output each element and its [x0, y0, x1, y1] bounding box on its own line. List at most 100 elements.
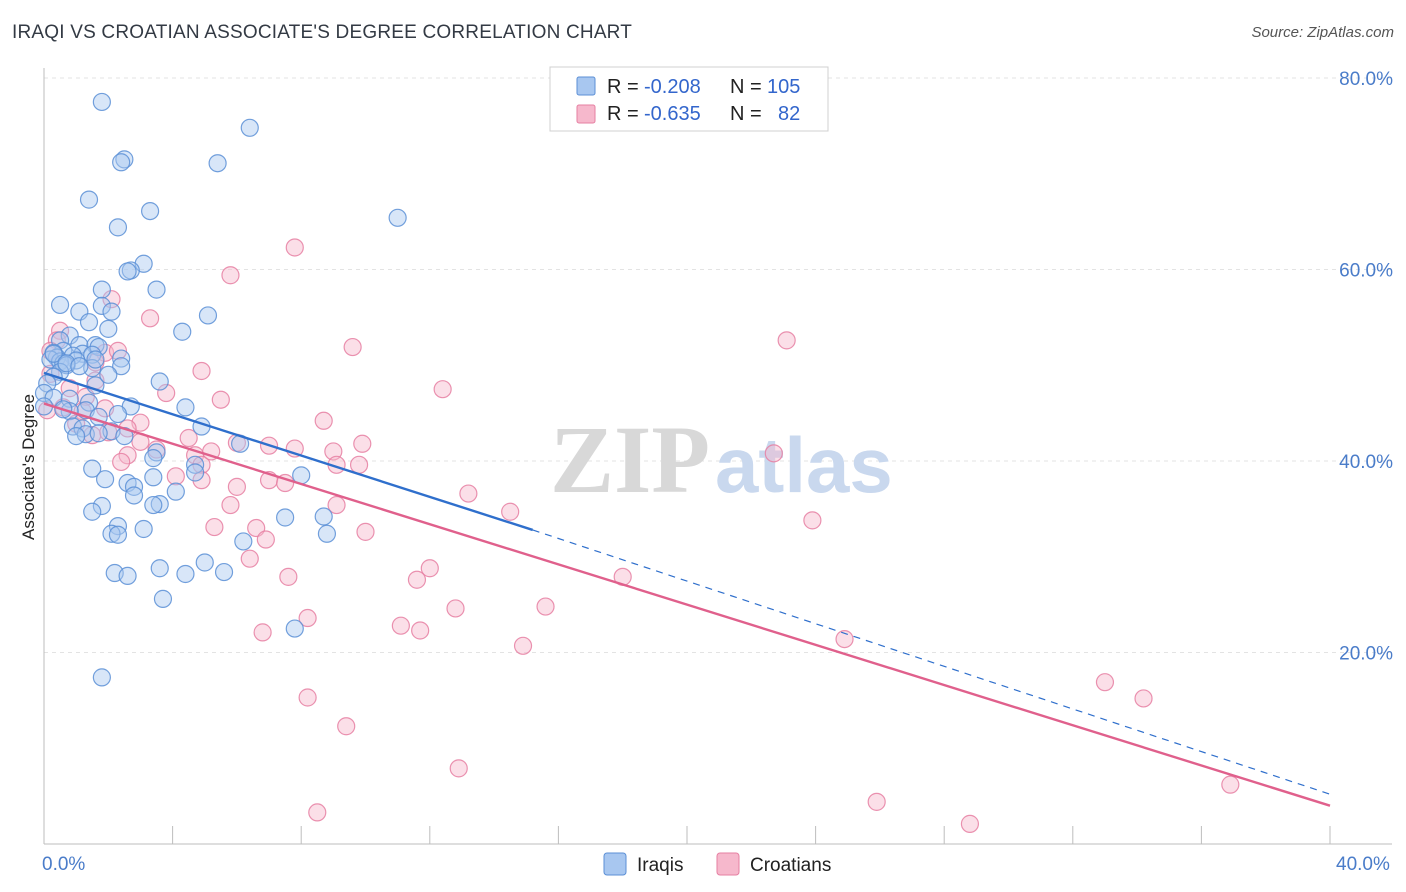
croatians-point-33 — [118, 446, 137, 465]
iraqis-point-56 — [108, 404, 128, 424]
croatians-point-75 — [1221, 775, 1240, 794]
legend-croatians-n-label: N = — [730, 103, 762, 125]
legend-croatians-r-value: -0.635 — [644, 103, 701, 125]
y-tick-label-80: 80.0% — [1339, 69, 1393, 90]
bottom-legend-iraqis-label: Iraqis — [637, 855, 683, 876]
croatians-point-59 — [536, 597, 555, 616]
watermark-atlas: atlas — [715, 421, 893, 509]
croatians-point-64 — [253, 623, 272, 642]
iraqis-point-83 — [276, 508, 295, 527]
iraqis-point-12 — [147, 280, 166, 299]
croatians-point-62 — [391, 616, 410, 635]
iraqis-point-20 — [99, 319, 118, 338]
croatians-point-73 — [867, 792, 886, 811]
iraqis-point-17 — [102, 302, 121, 321]
iraqis-point-98 — [285, 619, 304, 638]
iraqis-point-103 — [86, 350, 105, 369]
iraqis-point-11 — [118, 262, 137, 281]
croatians-point-49 — [803, 511, 822, 530]
iraqis-point-96 — [118, 566, 137, 586]
croatians-point-0 — [50, 321, 70, 340]
iraqis-point-5 — [79, 190, 99, 209]
croatians-point-47 — [327, 495, 346, 515]
croatians-point-10 — [343, 337, 362, 357]
iraqis-point-88 — [108, 525, 128, 544]
iraqis-point-67 — [147, 443, 166, 462]
y-tick-label-40: 40.0% — [1339, 452, 1393, 473]
iraqis-point-48 — [60, 389, 79, 408]
axes — [43, 68, 1392, 845]
iraqis-point-71 — [186, 463, 205, 482]
trend-lines — [43, 371, 1331, 807]
iraqis-point-46 — [34, 383, 54, 403]
croatians-point-1 — [102, 290, 121, 309]
croatians-point-28 — [353, 434, 372, 453]
croatians-point-39 — [349, 455, 369, 474]
croatians-point-26 — [179, 428, 198, 448]
croatians-point-11 — [192, 361, 211, 381]
iraqis-point-68 — [144, 449, 163, 468]
croatians-points — [38, 238, 1240, 833]
correlation-legend: R = -0.208 N = 105 R = -0.635 N = 82 — [549, 66, 829, 132]
iraqis-point-80 — [144, 495, 163, 515]
iraqis-point-69 — [186, 455, 205, 474]
source-credit: Source: ZipAtlas.com — [1251, 24, 1394, 41]
iraqis-point-52 — [176, 398, 195, 417]
iraqis-point-21 — [173, 322, 192, 341]
croatians-point-71 — [449, 759, 468, 778]
iraqis-point-14 — [50, 295, 70, 315]
iraqis-point-4 — [208, 154, 227, 173]
y-tick-label-20: 20.0% — [1339, 644, 1393, 665]
legend-croatians-swatch — [576, 104, 596, 124]
croatians-point-17 — [211, 390, 230, 409]
y-tick-label-60: 60.0% — [1339, 261, 1393, 282]
iraqis-point-87 — [102, 524, 121, 543]
croatians-point-74 — [960, 814, 980, 833]
croatians-point-54 — [240, 549, 259, 568]
croatians-point-45 — [459, 484, 478, 503]
croatians-point-72 — [308, 803, 327, 822]
iraqis-point-84 — [314, 507, 333, 526]
iraqis-point-6 — [140, 201, 160, 221]
iraqis-point-70 — [83, 459, 102, 478]
iraqis-point-91 — [195, 553, 214, 572]
croatians-point-61 — [298, 608, 317, 628]
iraqis-point-92 — [150, 559, 169, 578]
iraqis-point-13 — [92, 280, 111, 299]
series-legend: Iraqis Croatians — [603, 852, 831, 876]
croatians-point-69 — [1134, 689, 1153, 708]
croatians-point-4 — [285, 238, 304, 257]
iraqis-point-1 — [240, 118, 259, 137]
bottom-legend-iraqis-swatch — [603, 852, 627, 876]
x-tick-label-min: 0.0% — [42, 854, 85, 875]
iraqis-point-104 — [99, 365, 118, 384]
croatians-point-13 — [433, 380, 452, 399]
chart-title: IRAQI VS CROATIAN ASSOCIATE'S DEGREE COR… — [12, 22, 633, 43]
croatians-point-2 — [140, 309, 160, 328]
iraqis-point-73 — [144, 468, 163, 487]
iraqis-points — [34, 92, 407, 687]
iraqis-point-63 — [67, 427, 86, 446]
croatians-point-63 — [411, 621, 430, 640]
iraqis-point-86 — [134, 519, 153, 539]
iraqis-point-74 — [95, 470, 115, 489]
iraqis-point-0 — [92, 92, 111, 112]
iraqis-point-65 — [89, 424, 108, 443]
legend-iraqis-r-value: -0.208 — [644, 76, 701, 98]
croatians-point-48 — [501, 502, 520, 521]
iraqis-point-77 — [166, 482, 185, 501]
croatians-point-52 — [356, 522, 375, 541]
croatians-point-22 — [314, 411, 333, 430]
iraqis-point-7 — [388, 208, 407, 227]
iraqis-point-90 — [234, 532, 253, 551]
iraqis-point-33 — [112, 349, 131, 368]
watermark-zip: ZIP — [550, 406, 710, 513]
croatians-point-78 — [60, 379, 79, 398]
croatians-point-70 — [337, 717, 356, 736]
iraqis-point-39 — [112, 357, 131, 376]
legend-iraqis-n-label: N = — [730, 76, 762, 98]
legend-iraqis-swatch — [576, 76, 596, 96]
croatians-point-55 — [420, 559, 439, 578]
croatians-point-19 — [157, 383, 176, 403]
croatians-point-50 — [205, 517, 224, 537]
